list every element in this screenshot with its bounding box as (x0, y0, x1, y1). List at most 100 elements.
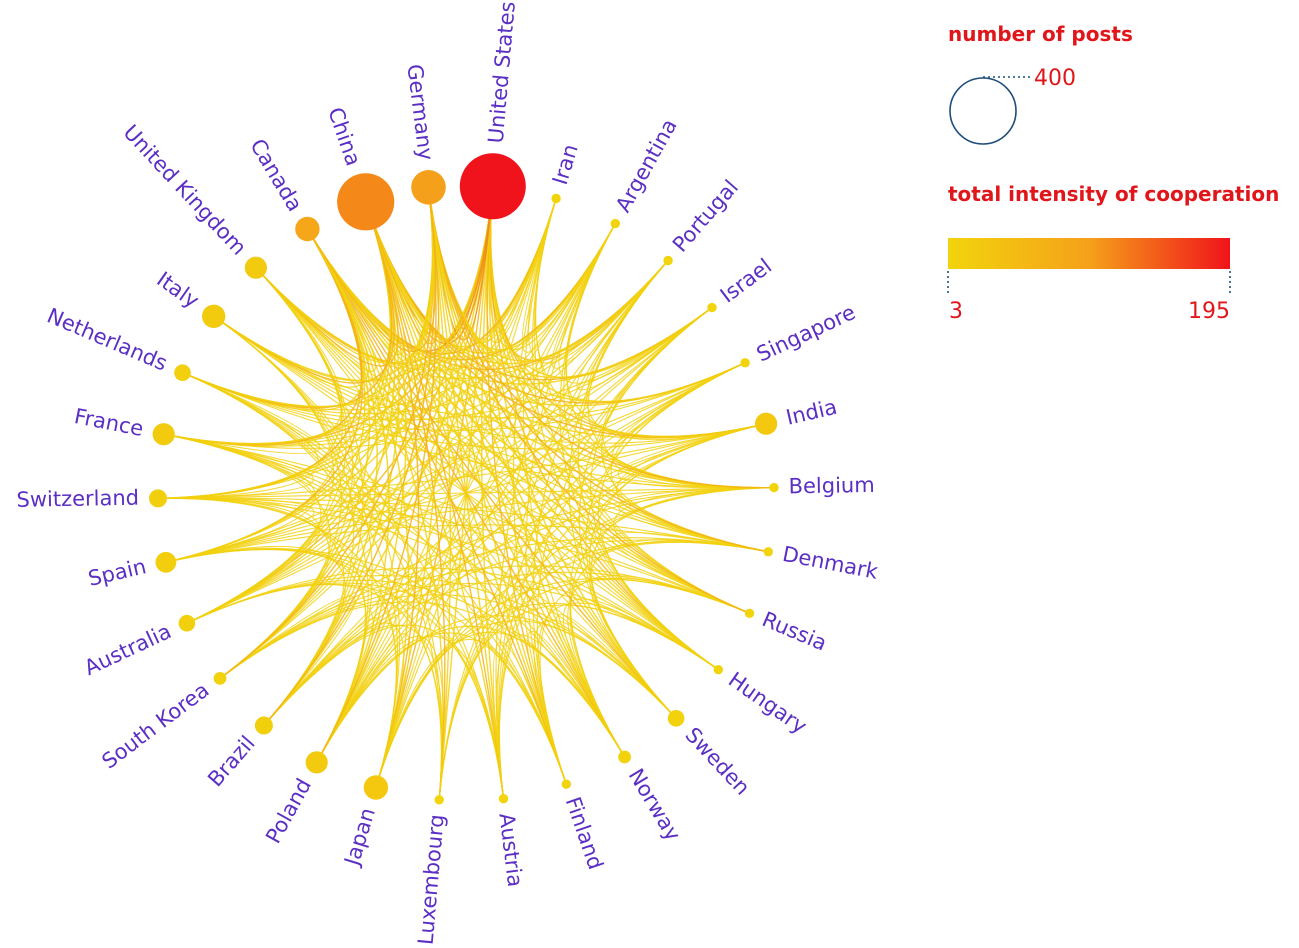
cooperation-link (533, 619, 677, 785)
cooperation-link (163, 372, 321, 455)
country-label: United States (484, 1, 520, 145)
country-label: Poland (261, 774, 316, 847)
cooperation-link (375, 260, 669, 788)
country-label: Argentina (611, 115, 682, 216)
cooperation-link (375, 187, 441, 788)
country-label: India (784, 395, 840, 430)
country-node[interactable] (663, 255, 673, 266)
country-node[interactable] (744, 608, 755, 618)
country-label: Italy (152, 267, 203, 313)
cooperation-link (537, 602, 719, 785)
cooperation-link (495, 634, 626, 799)
country-node[interactable] (213, 672, 227, 685)
cooperation-link (567, 575, 750, 758)
size-legend-title: number of posts (948, 22, 1133, 46)
country-node[interactable] (707, 302, 717, 313)
country-node[interactable] (295, 216, 320, 242)
country-label: Japan (339, 805, 380, 870)
cooperation-link (602, 307, 775, 489)
country-node[interactable] (755, 412, 778, 435)
cooperation-link (498, 307, 713, 799)
cooperation-link (157, 497, 315, 563)
cooperation-link (365, 187, 440, 345)
country-node[interactable] (149, 489, 167, 508)
cooperation-link (375, 577, 750, 788)
cooperation-links (157, 186, 775, 800)
country-label: Norway (624, 764, 686, 845)
country-node[interactable] (610, 218, 620, 229)
cooperation-link (427, 187, 505, 799)
country-label: Russia (759, 607, 831, 655)
cooperation-link (365, 201, 669, 365)
country-label: South Korea (97, 678, 213, 774)
cooperation-link (569, 423, 767, 758)
country-node[interactable] (363, 775, 389, 800)
country-node[interactable] (763, 547, 773, 557)
cooperation-link (165, 307, 713, 563)
country-node[interactable] (459, 153, 526, 220)
cooperation-link (213, 315, 443, 800)
country-node[interactable] (244, 256, 267, 279)
country-label: Austria (494, 812, 527, 889)
country-node[interactable] (667, 710, 685, 727)
cooperation-link (306, 228, 769, 553)
cooperation-link (213, 187, 435, 382)
cooperation-link (365, 201, 719, 671)
cooperation-link (182, 372, 767, 450)
country-node[interactable] (740, 358, 750, 368)
cooperation-link (157, 497, 750, 614)
country-node[interactable] (411, 170, 446, 205)
country-node[interactable] (551, 193, 561, 204)
country-node[interactable] (769, 482, 779, 493)
country-label: Netherlands (44, 304, 171, 376)
color-legend-title: total intensity of cooperation (948, 182, 1279, 206)
country-label: Finland (561, 794, 608, 873)
cooperation-link (182, 372, 775, 489)
country-node[interactable] (305, 751, 328, 774)
cooperation-link (427, 187, 626, 758)
country-node[interactable] (434, 795, 444, 805)
cooperation-link (182, 228, 365, 412)
country-label: Israel (716, 254, 776, 308)
cooperation-link (497, 260, 669, 799)
country-node[interactable] (713, 665, 723, 675)
country-label: Belgium (788, 473, 874, 498)
country-label: Australia (81, 619, 175, 680)
color-scale-max-label: 195 (1188, 299, 1230, 324)
country-label: Luxembourg (414, 813, 449, 945)
country-label: Sweden (680, 723, 754, 800)
country-node[interactable] (337, 173, 395, 231)
country-node[interactable] (561, 779, 571, 789)
country-label: United Kingdom (119, 120, 252, 260)
country-nodes (149, 153, 779, 805)
country-label: Portugal (668, 175, 743, 256)
size-legend-circle (949, 77, 1017, 145)
cooperation-link (186, 260, 669, 624)
cooperation-link (255, 187, 435, 364)
color-scale-min-label: 3 (949, 299, 963, 324)
country-label: Hungary (724, 667, 811, 738)
cooperation-link (316, 307, 713, 763)
country-label: Canada (245, 135, 307, 216)
country-node[interactable] (254, 716, 273, 735)
country-label: Brazil (203, 731, 260, 791)
country-label: Switzerland (16, 486, 139, 512)
color-scale-bar (948, 238, 1230, 269)
cooperation-link (427, 187, 567, 785)
country-node[interactable] (618, 750, 631, 764)
country-node[interactable] (155, 551, 177, 573)
cooperation-link (165, 524, 769, 563)
cooperation-link (427, 187, 750, 614)
country-node[interactable] (178, 614, 196, 632)
cooperation-link (306, 187, 437, 352)
country-node[interactable] (152, 423, 175, 446)
country-node[interactable] (498, 794, 509, 804)
country-node[interactable] (174, 364, 191, 382)
cooperation-link (186, 567, 719, 671)
cooperation-link (263, 624, 505, 799)
country-node[interactable] (202, 304, 226, 328)
cooperation-link (163, 267, 343, 447)
cooperation-link (263, 362, 746, 726)
legend: number of posts 400 total intensity of c… (947, 22, 1279, 324)
